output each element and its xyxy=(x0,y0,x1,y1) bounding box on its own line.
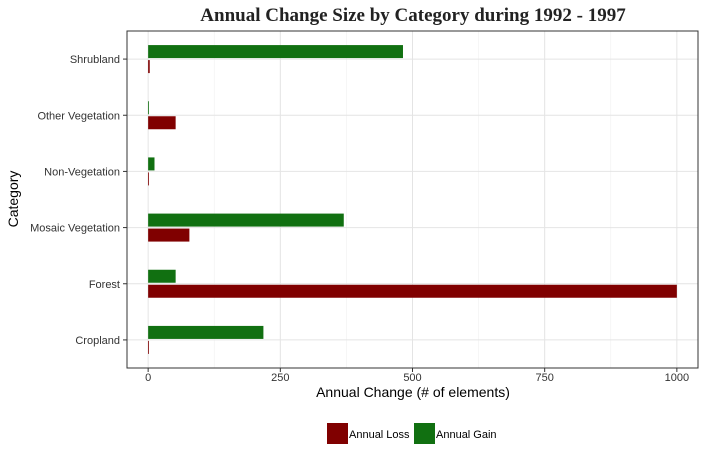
x-tick-label: 1000 xyxy=(665,372,689,384)
legend-label-annual-loss: Annual Loss xyxy=(349,429,410,441)
x-axis-title: Annual Change (# of elements) xyxy=(316,384,510,400)
bar-annual-loss-other-vegetation xyxy=(148,116,176,130)
bar-annual-gain-shrubland xyxy=(148,45,403,59)
bar-annual-gain-non-vegetation xyxy=(148,157,155,171)
bar-annual-gain-other-vegetation xyxy=(148,101,149,115)
x-tick-label: 500 xyxy=(403,372,421,384)
x-tick-label: 0 xyxy=(145,372,151,384)
chart-title: Annual Change Size by Category during 19… xyxy=(200,5,626,26)
bar-annual-loss-cropland xyxy=(148,340,149,354)
bar-annual-loss-shrubland xyxy=(148,60,150,74)
legend: Annual Loss Annual Gain xyxy=(327,423,497,444)
bars xyxy=(148,45,677,354)
bar-annual-loss-mosaic-vegetation xyxy=(148,228,190,242)
bar-annual-gain-cropland xyxy=(148,325,264,339)
bar-annual-gain-forest xyxy=(148,269,176,283)
y-tick-label: Mosaic Vegetation xyxy=(30,223,120,235)
legend-label-annual-gain: Annual Gain xyxy=(436,429,497,441)
y-axis-title: Category xyxy=(5,171,21,228)
y-tick-label: Other Vegetation xyxy=(37,110,120,122)
y-tick-label: Forest xyxy=(89,279,120,291)
bar-annual-loss-non-vegetation xyxy=(148,172,149,186)
x-tick-label: 750 xyxy=(535,372,553,384)
bar-annual-loss-forest xyxy=(148,284,677,298)
legend-key-annual-loss xyxy=(327,423,348,444)
y-tick-label: Non-Vegetation xyxy=(44,166,120,178)
grid xyxy=(127,31,698,368)
legend-key-annual-gain xyxy=(414,423,435,444)
bar-annual-gain-mosaic-vegetation xyxy=(148,213,344,227)
axis-ticks: Cropland Forest Mosaic Vegetation Non-Veget… xyxy=(30,54,689,384)
y-tick-label: Shrubland xyxy=(70,54,120,66)
x-tick-label: 250 xyxy=(271,372,289,384)
y-tick-label: Cropland xyxy=(75,335,120,347)
